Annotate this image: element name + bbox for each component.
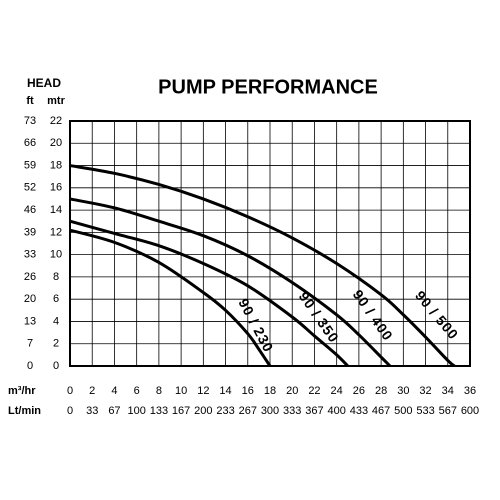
x2-tick-label: 467 xyxy=(372,405,390,417)
curve-label: 90 / 500 xyxy=(412,288,462,343)
y-tick-label: 14 xyxy=(50,204,62,216)
x-tick-label: 30 xyxy=(397,385,409,397)
y-tick-label: 16 xyxy=(50,182,62,194)
y-tick-label: 22 xyxy=(50,115,62,127)
y2-tick-label: 39 xyxy=(24,226,36,238)
y-unit: mtr xyxy=(47,95,65,107)
x2-tick-label: 333 xyxy=(283,405,301,417)
curve-label: 90 / 350 xyxy=(296,289,343,346)
x-tick-label: 34 xyxy=(442,385,454,397)
y2-tick-label: 46 xyxy=(24,204,36,216)
x-tick-label: 10 xyxy=(175,385,187,397)
x-tick-label: 0 xyxy=(67,385,73,397)
y-tick-label: 6 xyxy=(53,293,59,305)
y-tick-label: 18 xyxy=(50,159,62,171)
x2-tick-label: 533 xyxy=(416,405,434,417)
x-tick-label: 26 xyxy=(353,385,365,397)
y2-tick-label: 52 xyxy=(24,182,36,194)
x2-tick-label: 100 xyxy=(127,405,145,417)
x2-tick-label: 267 xyxy=(239,405,257,417)
pump-curve xyxy=(69,164,456,368)
y2-tick-label: 7 xyxy=(27,338,33,350)
x-tick-label: 12 xyxy=(197,385,209,397)
y-tick-label: 8 xyxy=(53,271,59,283)
y2-tick-label: 59 xyxy=(24,159,36,171)
y-tick-label: 0 xyxy=(53,360,59,372)
pump-curve xyxy=(69,228,272,367)
curve-label: 90 / 400 xyxy=(350,287,397,344)
x-tick-label: 16 xyxy=(242,385,254,397)
y2-tick-label: 26 xyxy=(24,271,36,283)
x-tick-label: 22 xyxy=(308,385,320,397)
y2-tick-label: 13 xyxy=(24,315,36,327)
x-tick-label: 20 xyxy=(286,385,298,397)
x2-tick-label: 33 xyxy=(86,405,98,417)
x-tick-label: 2 xyxy=(89,385,95,397)
y-tick-label: 10 xyxy=(50,249,62,261)
x2-tick-label: 500 xyxy=(394,405,412,417)
x-tick-label: 14 xyxy=(219,385,231,397)
y2-tick-label: 20 xyxy=(24,293,36,305)
y2-tick-label: 66 xyxy=(24,137,36,149)
x2-tick-label: 367 xyxy=(305,405,323,417)
pump-curve xyxy=(69,219,349,368)
y2-tick-label: 33 xyxy=(24,249,36,261)
y-title: HEAD xyxy=(27,76,61,90)
x-tick-label: 36 xyxy=(464,385,476,397)
x-tick-label: 8 xyxy=(156,385,162,397)
x-tick-label: 6 xyxy=(134,385,140,397)
y2-unit: ft xyxy=(26,95,34,107)
x-tick-label: 4 xyxy=(111,385,117,397)
y-tick-label: 4 xyxy=(53,315,59,327)
x2-tick-label: 433 xyxy=(350,405,368,417)
x2-tick-label: 400 xyxy=(327,405,345,417)
x2-tick-label: 167 xyxy=(172,405,190,417)
x-tick-label: 32 xyxy=(419,385,431,397)
x2-tick-label: 300 xyxy=(261,405,279,417)
x-unit: m³/hr xyxy=(8,385,36,397)
y-tick-label: 2 xyxy=(53,338,59,350)
x2-tick-label: 0 xyxy=(67,405,73,417)
x-tick-label: 24 xyxy=(331,385,343,397)
x2-tick-label: 600 xyxy=(461,405,479,417)
x2-tick-label: 567 xyxy=(439,405,457,417)
y-tick-label: 12 xyxy=(50,226,62,238)
x2-tick-label: 233 xyxy=(216,405,234,417)
chart-title: PUMP PERFORMANCE xyxy=(158,76,378,98)
y2-tick-label: 73 xyxy=(24,115,36,127)
x2-tick-label: 133 xyxy=(150,405,168,417)
x2-unit: Lt/min xyxy=(8,405,41,417)
pump-curve xyxy=(69,197,392,368)
x2-tick-label: 200 xyxy=(194,405,212,417)
y2-tick-label: 0 xyxy=(27,360,33,372)
y-tick-label: 20 xyxy=(50,137,62,149)
x-tick-label: 28 xyxy=(375,385,387,397)
x2-tick-label: 67 xyxy=(108,405,120,417)
x-tick-label: 18 xyxy=(264,385,276,397)
